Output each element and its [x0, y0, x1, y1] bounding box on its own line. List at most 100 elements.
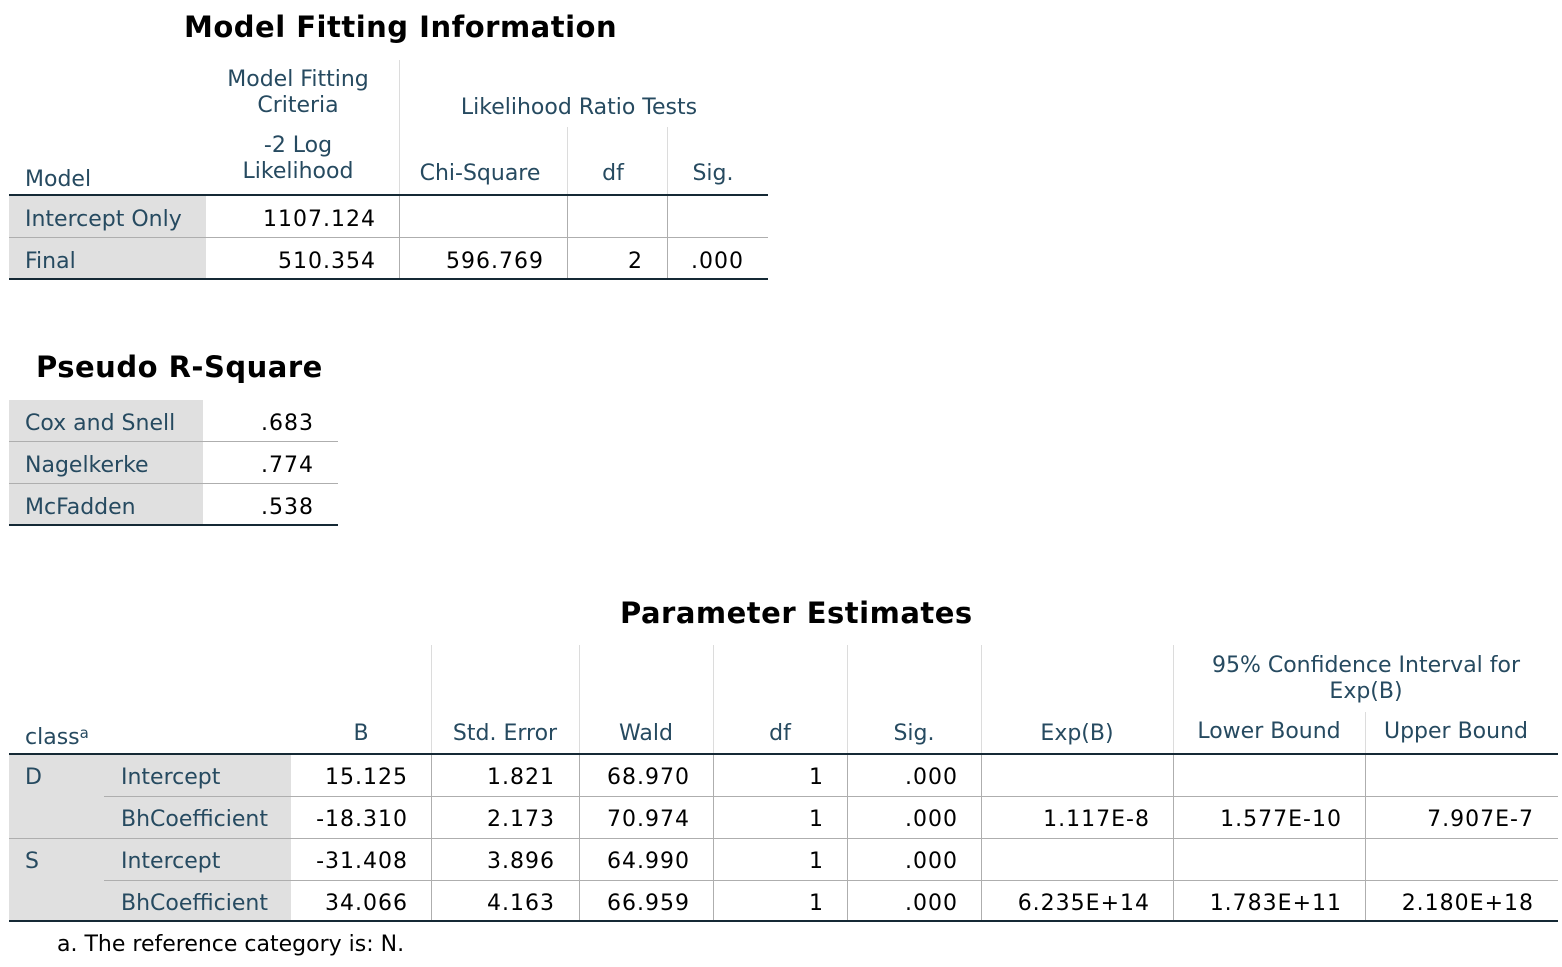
header-divider	[431, 645, 432, 753]
lower-bound-cell: 1.577E-10	[1220, 807, 1342, 832]
df-cell: 1	[809, 807, 824, 832]
body-divider	[1365, 755, 1366, 920]
ci-group-header-line1: 95% Confidence Interval for	[1211, 653, 1521, 678]
wald-header: Wald	[619, 721, 673, 746]
neg2ll-cell: 510.354	[278, 249, 376, 274]
header-divider	[567, 127, 568, 195]
header-divider	[399, 60, 400, 195]
term-label: BhCoefficient	[121, 807, 268, 832]
std-error-cell: 3.896	[487, 849, 555, 874]
pseudo-r2-value: .683	[261, 411, 314, 436]
wald-cell: 68.970	[607, 765, 690, 790]
upper-bound-cell: 2.180E+18	[1401, 891, 1534, 916]
table-row-label: Final	[25, 249, 76, 274]
model-column-header: Model	[25, 167, 92, 192]
table-footnote: a. The reference category is: N.	[57, 932, 405, 957]
b-header: B	[353, 721, 369, 746]
exp-b-header: Exp(B)	[1040, 721, 1114, 746]
pseudo-r2-value: .774	[261, 453, 314, 478]
row-label-shade	[9, 401, 203, 525]
upper-bound-cell: 7.907E-7	[1427, 807, 1534, 832]
df-header: df	[602, 161, 624, 186]
body-divider	[847, 755, 848, 920]
term-label: Intercept	[121, 765, 221, 790]
body-divider	[431, 755, 432, 920]
exp-b-cell: 6.235E+14	[1017, 891, 1150, 916]
body-divider	[1173, 755, 1174, 920]
df-header: df	[769, 721, 791, 746]
class-label: S	[25, 849, 39, 874]
row-rule	[9, 441, 338, 442]
df-cell: 1	[809, 891, 824, 916]
pseudo-r2-label: Cox and Snell	[25, 411, 176, 436]
lower-bound-cell: 1.783E+11	[1209, 891, 1342, 916]
criteria-group-header-line1: Model Fitting	[227, 67, 369, 92]
header-rule	[9, 194, 768, 196]
body-divider	[567, 196, 568, 278]
b-cell: 15.125	[325, 765, 408, 790]
bottom-rule	[9, 524, 338, 526]
wald-cell: 66.959	[607, 891, 690, 916]
pseudo-r2-value: .538	[261, 495, 314, 520]
wald-cell: 64.990	[607, 849, 690, 874]
df-cell: 2	[628, 249, 643, 274]
row-rule	[9, 483, 338, 484]
header-divider	[713, 645, 714, 753]
class-label: D	[25, 765, 42, 790]
row-rule	[104, 796, 1558, 797]
lower-bound-header: Lower Bound	[1197, 719, 1341, 744]
b-cell: 34.066	[325, 891, 408, 916]
neg2ll-header-line1: -2 Log	[263, 133, 333, 158]
sig-cell: .000	[691, 249, 744, 274]
sig-cell: .000	[905, 849, 958, 874]
body-divider	[399, 196, 400, 278]
criteria-group-header-line2: Criteria	[257, 93, 339, 118]
chi-square-header: Chi-Square	[419, 161, 541, 186]
std-error-header: Std. Error	[452, 721, 558, 746]
body-divider	[579, 755, 580, 920]
header-divider	[847, 645, 848, 753]
pseudo-r2-label: Nagelkerke	[25, 453, 149, 478]
header-divider	[981, 645, 982, 753]
pseudo-r-square-title: Pseudo R-Square	[36, 350, 323, 384]
group-rule	[9, 838, 1558, 839]
row-rule	[104, 880, 1558, 881]
term-label: Intercept	[121, 849, 221, 874]
ci-group-header-line2: Exp(B)	[1329, 679, 1403, 704]
std-error-cell: 1.821	[487, 765, 555, 790]
sig-cell: .000	[905, 891, 958, 916]
bottom-rule	[9, 278, 768, 280]
body-divider	[713, 755, 714, 920]
sig-header: Sig.	[692, 161, 734, 186]
class-column-header: classa	[25, 724, 89, 752]
header-divider	[667, 127, 668, 195]
upper-bound-header: Upper Bound	[1383, 719, 1528, 744]
sig-cell: .000	[905, 765, 958, 790]
wald-cell: 70.974	[607, 807, 690, 832]
neg2ll-cell: 1107.124	[263, 207, 376, 232]
model-fitting-title: Model Fitting Information	[184, 10, 618, 44]
body-divider	[981, 755, 982, 920]
footnote-marker: a	[79, 724, 89, 742]
parameter-estimates-title: Parameter Estimates	[620, 596, 973, 630]
header-divider	[1365, 712, 1366, 753]
chi-square-cell: 596.769	[446, 249, 544, 274]
term-label: BhCoefficient	[121, 891, 268, 916]
std-error-cell: 4.163	[487, 891, 555, 916]
top-edge	[9, 400, 203, 401]
sig-cell: .000	[905, 807, 958, 832]
neg2ll-header-line2: Likelihood	[242, 159, 354, 184]
b-cell: -18.310	[316, 807, 408, 832]
header-divider	[579, 645, 580, 753]
df-cell: 1	[809, 849, 824, 874]
table-row-label: Intercept Only	[25, 207, 182, 232]
body-divider	[667, 196, 668, 278]
b-cell: -31.408	[316, 849, 408, 874]
std-error-cell: 2.173	[487, 807, 555, 832]
lrt-group-header: Likelihood Ratio Tests	[460, 95, 698, 120]
header-rule	[9, 753, 1558, 755]
row-rule	[9, 237, 768, 238]
exp-b-cell: 1.117E-8	[1043, 807, 1150, 832]
header-divider	[1173, 645, 1174, 753]
bottom-rule	[9, 920, 1558, 922]
